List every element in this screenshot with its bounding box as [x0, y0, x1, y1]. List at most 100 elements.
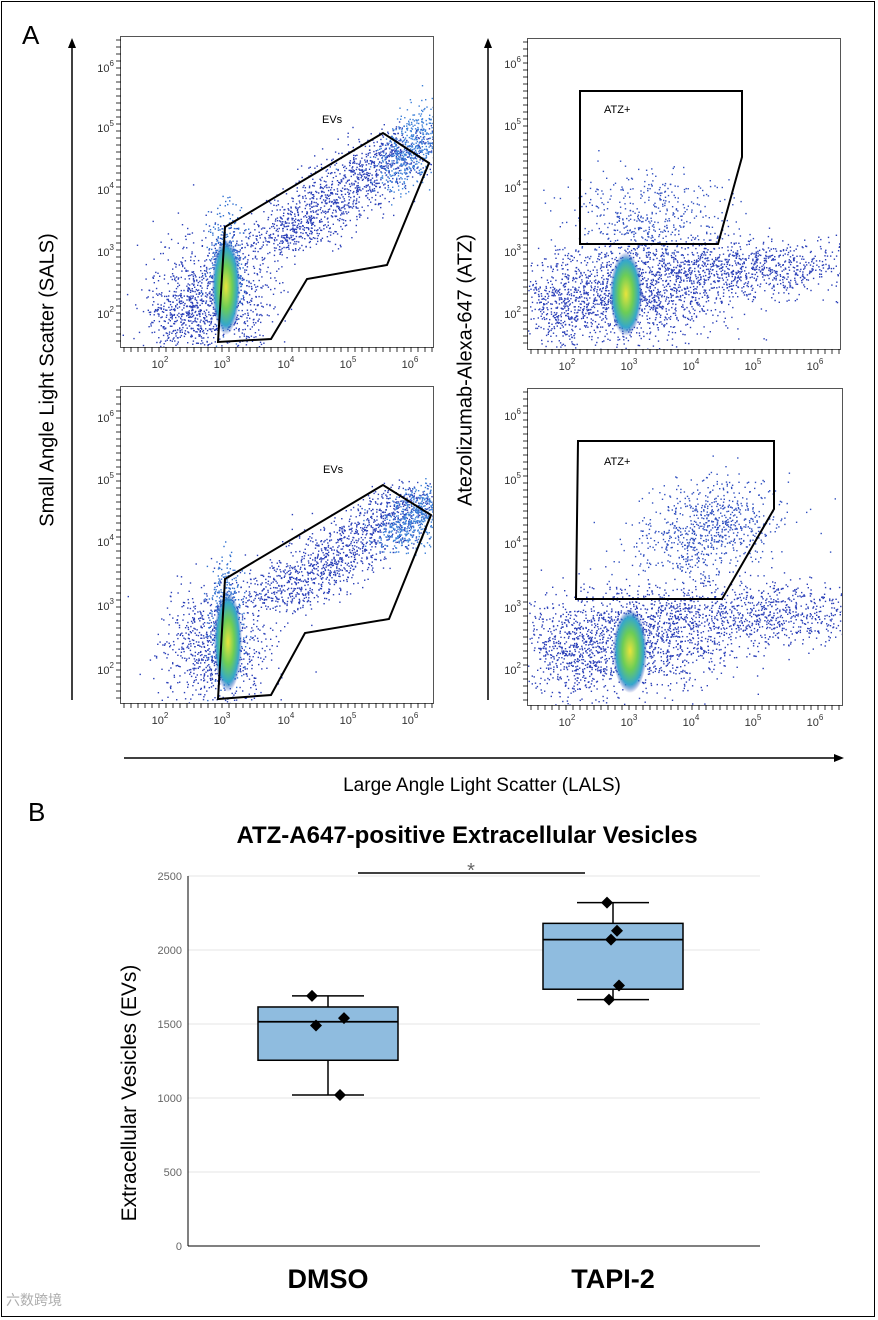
- x-tick-label: 105: [745, 713, 762, 729]
- y-tick-label: 104: [97, 533, 114, 549]
- data-point: [605, 933, 617, 946]
- y-tick-label: 105: [504, 117, 521, 133]
- density-plot: EVs: [122, 85, 433, 347]
- x-tick-label: 103: [214, 711, 231, 727]
- right-y-arrow: [484, 38, 492, 700]
- density-plot: ATZ+: [528, 440, 842, 705]
- flow-tick-labels: 102 103 104 105 106 102 103 104 105 106 102 103 104 1…: [97, 39, 840, 729]
- panel-b-label: B: [28, 797, 46, 827]
- tick-marks: [523, 391, 840, 710]
- x-tick-label: 106: [402, 711, 419, 727]
- data-point: [601, 896, 613, 909]
- x-tick-label: 103: [621, 713, 638, 729]
- watermark-text: 六数跨境: [6, 1292, 62, 1308]
- y-tick-label: 2500: [158, 871, 182, 883]
- flow-plot-bottom-left: EVs: [120, 386, 434, 704]
- y-tick-label: 103: [504, 599, 521, 615]
- density-core: [610, 252, 642, 336]
- category-label-dmso: DMSO: [288, 1264, 369, 1294]
- significance-bar: *: [358, 860, 585, 882]
- y-tick-label: 105: [504, 471, 521, 487]
- flow-plot-bottom-right: ATZ+: [527, 388, 843, 706]
- gate-label: EVs: [323, 464, 344, 476]
- data-point: [338, 1012, 350, 1025]
- significance-star: *: [467, 860, 475, 882]
- x-tick-label: 102: [559, 357, 576, 373]
- x-tick-label: 102: [152, 355, 169, 371]
- gate-polygon: [216, 483, 433, 701]
- y-axis-label: Extracellular Vesicles (EVs): [118, 965, 141, 1222]
- y-tick-label: 106: [504, 55, 521, 71]
- x-axis-title-lals: Large Angle Light Scatter (LALS): [343, 775, 621, 796]
- y-tick-label: 105: [97, 471, 114, 487]
- gate-polygon: [574, 440, 775, 600]
- data-point: [334, 1089, 346, 1102]
- density-plot: ATZ+: [528, 90, 840, 349]
- gate-polygon: [216, 131, 431, 344]
- x-tick-label: 102: [152, 711, 169, 727]
- y-tick-label: 2000: [158, 945, 182, 957]
- y-tick-label: 106: [97, 59, 114, 75]
- y-tick-label: 104: [97, 181, 114, 197]
- x-tick-label: 104: [278, 711, 295, 727]
- y-tick-label: 105: [97, 119, 114, 135]
- x-tick-label: 104: [683, 357, 700, 373]
- box-dmso: [257, 989, 399, 1102]
- tick-marks: [523, 41, 840, 354]
- box-iqr: [257, 1006, 399, 1062]
- x-tick-label: 103: [621, 357, 638, 373]
- gate-polygon: [579, 90, 743, 245]
- y-tick-label: 104: [504, 179, 521, 195]
- x-tick-label: 103: [214, 355, 231, 371]
- x-tick-label: 104: [683, 713, 700, 729]
- y-tick-label: 102: [97, 661, 114, 677]
- x-tick-label: 105: [745, 357, 762, 373]
- y-tick-label: 106: [504, 407, 521, 423]
- x-axis-arrow: [124, 754, 844, 762]
- x-tick-label: 106: [807, 713, 824, 729]
- y-tick-label: 103: [504, 243, 521, 259]
- chart-title: ATZ-A647-positive Extracellular Vesicles: [236, 822, 697, 849]
- data-point: [310, 1019, 322, 1032]
- box-iqr: [542, 922, 684, 990]
- y-tick-label: 1500: [158, 1019, 182, 1031]
- x-tick-label: 106: [402, 355, 419, 371]
- tick-marks: [116, 39, 433, 352]
- x-tick-label: 102: [559, 713, 576, 729]
- data-point: [603, 993, 615, 1006]
- flow-plot-top-left: EVs: [120, 36, 434, 348]
- density-plot: EVs: [127, 464, 433, 703]
- panel-a-label: A: [22, 20, 40, 50]
- density-core: [214, 592, 242, 692]
- gate-label: ATZ+: [604, 104, 630, 116]
- category-label-tapi2: TAPI-2: [571, 1264, 655, 1294]
- data-point: [306, 989, 318, 1002]
- data-point: [611, 924, 623, 937]
- y-tick-label: 0: [176, 1241, 182, 1253]
- tick-marks: [116, 389, 433, 708]
- density-core: [613, 609, 647, 693]
- x-tick-label: 104: [278, 355, 295, 371]
- y-tick-labels: 0 500 1000 1500 2000 2500: [158, 871, 182, 1253]
- x-tick-label: 105: [340, 355, 357, 371]
- y-tick-label: 102: [504, 305, 521, 321]
- y-tick-label: 103: [97, 597, 114, 613]
- flow-plot-top-right: ATZ+: [527, 38, 841, 350]
- left-y-arrow: [68, 38, 76, 700]
- box-plot-chart: ATZ-A647-positive Extracellular Vesicles…: [118, 822, 760, 1294]
- y-tick-label: 102: [97, 305, 114, 321]
- x-tick-label: 105: [340, 711, 357, 727]
- y-tick-label: 500: [164, 1167, 182, 1179]
- box-tapi2: [542, 896, 684, 1006]
- box-series: [257, 896, 684, 1102]
- y-tick-label: 102: [504, 661, 521, 677]
- y-tick-label: 104: [504, 535, 521, 551]
- y-tick-label: 103: [97, 243, 114, 259]
- x-tick-label: 106: [807, 357, 824, 373]
- data-point: [613, 979, 625, 992]
- gate-label: ATZ+: [604, 456, 630, 468]
- y-tick-label: 106: [97, 409, 114, 425]
- gate-label: EVs: [322, 114, 343, 126]
- y-tick-label: 1000: [158, 1093, 182, 1105]
